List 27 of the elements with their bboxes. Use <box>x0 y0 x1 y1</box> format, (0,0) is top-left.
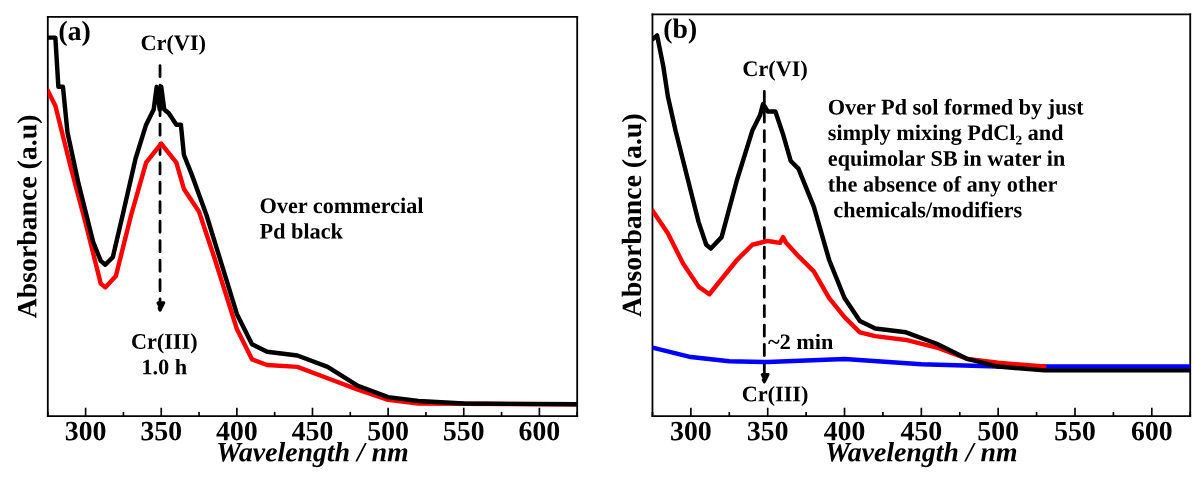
annotation: Over Pd sol formed by just simply mixing PdCl₂ and equimolar SB in water in the absence of any other chemicals/modifiers <box>828 98 1084 218</box>
x-tick-label: 550 <box>1055 421 1095 441</box>
annotation: Cr(VI) <box>141 34 205 55</box>
y-axis-title: Absorbance (a.u) <box>17 115 43 319</box>
y-axis-title: Absorbance (a.u) <box>621 114 647 317</box>
annotation: Over commercial Pd black <box>259 197 424 239</box>
x-tick-label: 350 <box>747 421 788 441</box>
x-tick-label: 300 <box>65 421 106 441</box>
x-tick-label: 600 <box>1131 421 1172 441</box>
x-tick-label: 550 <box>444 421 484 441</box>
x-tick-label: 350 <box>141 421 182 441</box>
x-tick-label: 450 <box>900 421 942 441</box>
annotation: (a) <box>59 20 90 47</box>
annotation: (b) <box>664 18 696 44</box>
annotation: Cr(III) <box>742 385 808 407</box>
x-tick-label: 500 <box>368 421 408 441</box>
annotation: Cr(III) 1.0 h <box>132 333 197 375</box>
annotation: Cr(VI) <box>743 60 807 81</box>
x-tick-label: 400 <box>824 421 865 441</box>
x-tick-label: 450 <box>292 421 333 441</box>
x-axis-title: Wavelength / nm <box>827 441 1017 468</box>
annotation: ~2 min <box>768 333 834 350</box>
x-tick-label: 300 <box>671 421 711 441</box>
x-axis-title: Wavelength / nm <box>218 441 408 468</box>
x-tick-label: 400 <box>216 421 257 441</box>
x-tick-label: 500 <box>978 421 1018 441</box>
x-tick-label: 600 <box>519 421 560 441</box>
